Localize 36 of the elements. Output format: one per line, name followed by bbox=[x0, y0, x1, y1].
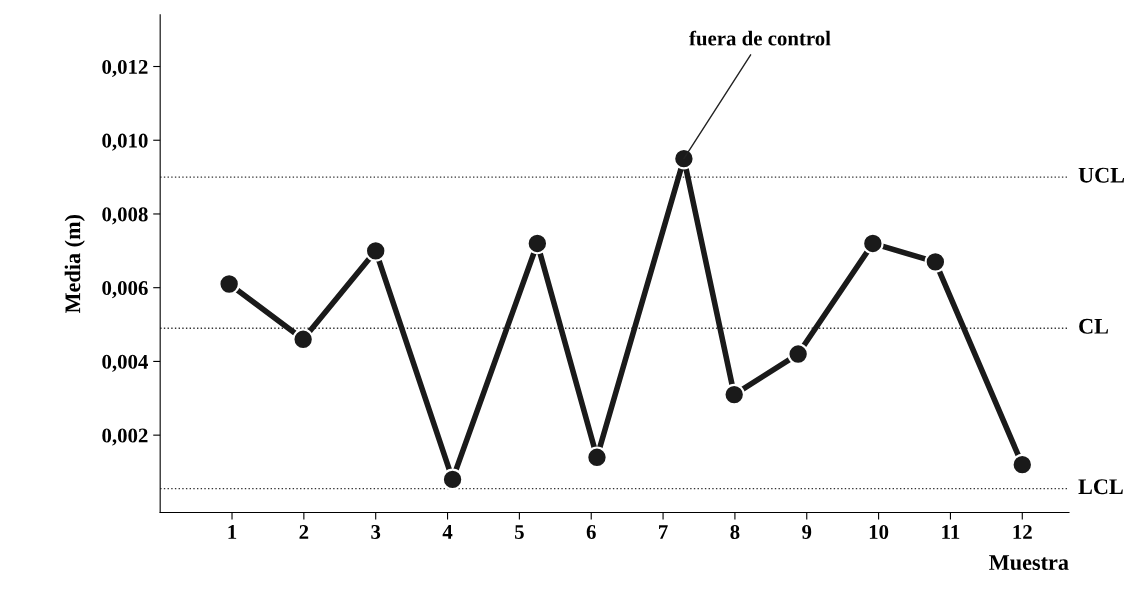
x-tick-label: 4 bbox=[442, 525, 453, 539]
x-tick-label: 11 bbox=[942, 525, 960, 539]
point bbox=[862, 232, 884, 255]
ref-line-label: LCL bbox=[1078, 479, 1123, 495]
x-tick-label: 1 bbox=[228, 525, 237, 539]
x-tick-label: 2 bbox=[299, 525, 309, 539]
point bbox=[586, 446, 608, 469]
x-tick-label: 7 bbox=[659, 525, 668, 539]
point bbox=[526, 232, 549, 255]
y-tick-label: 0,006 bbox=[102, 281, 148, 299]
x-tick-label: 8 bbox=[730, 524, 740, 540]
point bbox=[673, 147, 695, 170]
point bbox=[1011, 453, 1034, 476]
x-tick-label: 9 bbox=[802, 525, 812, 540]
y-tick-label: 0,004 bbox=[102, 354, 148, 372]
point bbox=[787, 343, 809, 365]
point bbox=[924, 251, 947, 273]
x-tick-label: 12 bbox=[1013, 525, 1032, 539]
y-tick-label: 0,012 bbox=[102, 59, 148, 77]
point bbox=[723, 383, 745, 406]
annotation: fuera de control bbox=[689, 30, 831, 46]
x-tick-label: 3 bbox=[371, 525, 381, 540]
point bbox=[292, 328, 314, 351]
x-tick-label: 6 bbox=[586, 525, 596, 540]
x-tick-label: 5 bbox=[515, 525, 524, 540]
y-axis-title: Media (m) bbox=[64, 215, 85, 314]
y-tick-label: 0,002 bbox=[102, 428, 148, 446]
point bbox=[364, 240, 387, 262]
y-tick-label: 0,010 bbox=[102, 133, 148, 151]
x-tick-label: 10 bbox=[869, 524, 889, 540]
point bbox=[441, 468, 464, 491]
point bbox=[218, 273, 240, 295]
ref-line-label: CL bbox=[1079, 318, 1108, 334]
x-axis-title: Muestra bbox=[989, 555, 1069, 571]
ref-line-label: UCL bbox=[1078, 167, 1125, 183]
y-tick-label: 0,008 bbox=[102, 207, 148, 225]
